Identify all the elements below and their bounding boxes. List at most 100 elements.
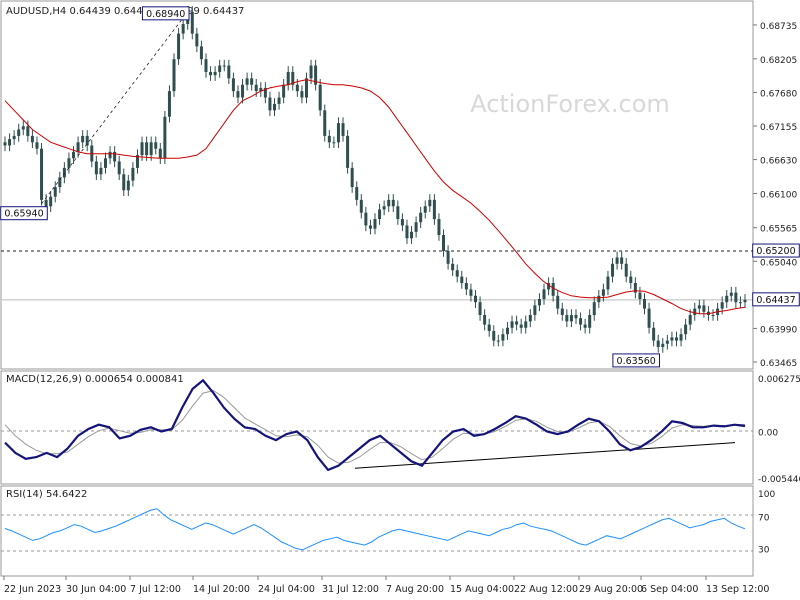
price-axis-ticks: 0.68735 0.68205 0.67680 0.67155 0.66630 0.661… xyxy=(753,22,797,369)
candle-body xyxy=(209,71,213,76)
candle-body xyxy=(387,199,391,207)
candle-body xyxy=(318,84,322,111)
candle-body xyxy=(236,91,240,98)
candle-body xyxy=(327,135,331,143)
dashed-ray xyxy=(41,11,189,204)
candle-body xyxy=(606,276,610,290)
candle-body xyxy=(537,299,541,306)
candle-body xyxy=(158,148,162,159)
candle-body xyxy=(574,314,578,319)
candle-body xyxy=(273,103,277,111)
candle-body xyxy=(583,324,587,328)
candle-body xyxy=(615,257,619,264)
price-tick-label: 0.68735 xyxy=(760,22,797,32)
candle-body xyxy=(195,33,199,47)
candle-body xyxy=(729,292,733,296)
candle-body xyxy=(734,292,738,303)
price-tick-label: 0.67155 xyxy=(760,123,797,133)
candle-body xyxy=(643,299,647,309)
candle-body xyxy=(396,206,400,220)
candle-body xyxy=(533,305,537,315)
candle-body xyxy=(464,283,468,290)
candle-body xyxy=(656,340,660,347)
candle-body xyxy=(611,263,615,277)
candle-body xyxy=(268,97,272,111)
level-marker-box xyxy=(752,243,800,258)
candle-body xyxy=(432,199,436,220)
rsi-tick-label: 70 xyxy=(758,514,770,524)
candle-body xyxy=(135,155,139,168)
candle-body xyxy=(277,97,281,104)
candle-body xyxy=(62,167,66,178)
candle-body xyxy=(126,180,130,191)
candle-body xyxy=(286,71,290,85)
candle-body xyxy=(81,135,85,143)
candle-body xyxy=(579,318,583,325)
candle-body xyxy=(231,78,235,92)
time-tick-label: 31 Jul 12:00 xyxy=(322,584,379,595)
macd-axis-ticks: 0.006275 0.00 -0.005446 xyxy=(758,375,800,485)
candle-body xyxy=(177,33,181,60)
start-marker: 0.65940 xyxy=(4,209,43,220)
candle-body xyxy=(245,78,249,85)
candle-body xyxy=(359,199,363,213)
candle-body xyxy=(3,142,7,146)
time-tick-label: 22 Aug 12:00 xyxy=(514,584,578,595)
candle-body xyxy=(364,212,368,226)
macd-panel: MACD(12,26,9) 0.000654 0.000841 0.006275… xyxy=(0,370,800,485)
candle-body xyxy=(35,142,39,149)
macd-panel-frame xyxy=(0,370,754,485)
candle-body xyxy=(647,308,651,328)
candle-body xyxy=(528,314,532,322)
candle-body xyxy=(569,314,573,322)
candle-body xyxy=(455,270,459,277)
candle-body xyxy=(597,295,601,303)
candle-body xyxy=(304,78,308,98)
price-tick-label: 0.63465 xyxy=(760,359,797,369)
candle-body xyxy=(638,292,642,300)
candle-body xyxy=(163,116,167,159)
candle-body xyxy=(670,337,674,341)
candle-body xyxy=(601,289,605,296)
candle-body xyxy=(437,219,441,236)
candle-body xyxy=(592,302,596,315)
time-tick-label: 7 Jul 12:00 xyxy=(130,584,181,595)
candle-body xyxy=(501,334,505,341)
candle-body xyxy=(172,59,176,92)
price-tick-label: 0.67680 xyxy=(760,89,797,99)
candle-body xyxy=(487,324,491,331)
candle-body xyxy=(560,308,564,315)
candle-body xyxy=(492,330,496,341)
candle-body xyxy=(44,199,48,207)
candle-body xyxy=(67,158,71,168)
candle-body xyxy=(103,158,107,168)
candle-body xyxy=(167,91,171,117)
time-tick-label: 7 Aug 20:00 xyxy=(386,584,444,595)
time-tick-label: 13 Sep 12:00 xyxy=(706,584,769,595)
candle-body xyxy=(410,231,414,239)
candle-body xyxy=(53,187,57,197)
candle-body xyxy=(405,225,409,239)
candle-body xyxy=(213,71,217,76)
candle-body xyxy=(346,135,350,168)
candle-body xyxy=(149,142,153,156)
candle-body xyxy=(350,167,354,188)
rsi-tick-label: 30 xyxy=(758,545,770,555)
candle-body xyxy=(391,199,395,207)
candle-body xyxy=(30,135,34,143)
high-marker-box xyxy=(141,6,190,21)
candle-body xyxy=(117,161,121,175)
candle-body xyxy=(652,327,656,341)
candle-body xyxy=(199,46,203,60)
macd-tick-label: 0.00 xyxy=(758,429,778,439)
candle-body xyxy=(588,314,592,328)
price-panel-header: AUDUSD,H4 0.64439 0.64482 0.64399 0.6443… xyxy=(6,6,244,17)
candle-body xyxy=(263,87,267,98)
candle-body xyxy=(496,340,500,342)
candle-body xyxy=(460,276,464,284)
last-price-marker: 0.64437 xyxy=(756,295,795,306)
candle-body xyxy=(72,151,76,159)
candle-body xyxy=(131,167,135,181)
candle-body xyxy=(478,302,482,315)
